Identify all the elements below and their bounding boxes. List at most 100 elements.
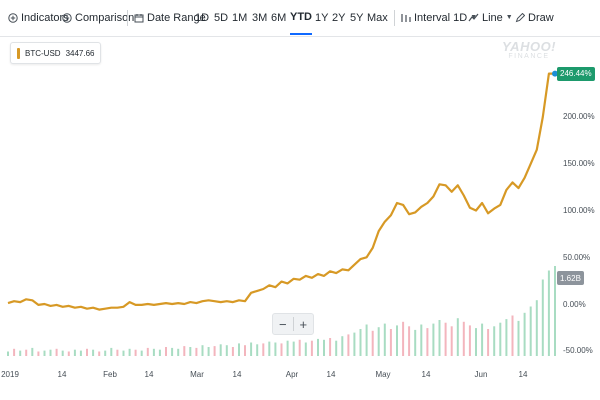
volume-bar (13, 348, 16, 356)
y-tick-label: -50.00% (563, 346, 593, 355)
range-5y[interactable]: 5Y (350, 11, 364, 24)
price-point (366, 256, 368, 258)
volume-bar (110, 347, 113, 356)
volume-bar (61, 350, 64, 356)
chart-type-button[interactable]: Line ▼ (468, 0, 513, 35)
volume-bar (377, 327, 380, 356)
indicators-label: Indicators (21, 11, 69, 24)
volume-bar (238, 343, 240, 356)
pencil-icon (515, 12, 525, 23)
volume-bar (426, 328, 429, 356)
x-tick-label: 2019 (1, 370, 19, 379)
price-point (56, 304, 58, 306)
price-point (116, 307, 118, 309)
price-point (7, 302, 9, 304)
x-tick-label: 14 (421, 370, 431, 379)
x-tick-label: Feb (103, 370, 117, 379)
x-tick-label: May (375, 370, 391, 379)
range-2y[interactable]: 2Y (332, 11, 346, 24)
volume-bar (535, 300, 538, 356)
price-chart[interactable] (0, 37, 600, 400)
y-tick-label: 200.00% (563, 112, 595, 121)
range-1m[interactable]: 1M (232, 11, 248, 24)
volume-bar (462, 321, 465, 356)
price-point (353, 264, 355, 266)
range-5d[interactable]: 5D (214, 11, 229, 24)
volume-bar (438, 320, 441, 356)
volume-bar (389, 329, 392, 356)
price-point (536, 149, 538, 151)
current-value-badge: 246.44% (557, 66, 595, 81)
zoom-in-button[interactable]: + (299, 316, 308, 332)
price-point (335, 272, 337, 274)
volume-bar (25, 349, 28, 356)
volume-bar (49, 349, 52, 356)
volume-bar (517, 320, 520, 356)
calendar-icon (134, 13, 144, 23)
price-point (104, 308, 106, 310)
y-tick-label: 100.00% (563, 206, 595, 215)
x-tick-label: 14 (326, 370, 336, 379)
comparison-button[interactable]: Comparison (62, 0, 134, 35)
price-point (13, 300, 15, 302)
legend-box[interactable]: BTC-USD 3447.66 (10, 42, 102, 64)
volume-bar (298, 339, 301, 356)
interval-icon (401, 13, 411, 23)
price-point (451, 191, 453, 193)
price-line (7, 72, 555, 311)
price-point (499, 204, 501, 206)
x-tick-label: 14 (144, 370, 154, 379)
volume-bar (19, 350, 22, 356)
volume-bar (511, 315, 514, 356)
comparison-label: Comparison (75, 11, 135, 24)
range-max[interactable]: Max (367, 11, 388, 24)
zoom-controls: − + (272, 313, 314, 335)
price-point (457, 184, 459, 186)
volume-bar (481, 323, 484, 356)
zoom-divider (292, 317, 294, 331)
price-point (274, 286, 276, 288)
price-point (268, 284, 270, 286)
volume-bar (408, 326, 411, 356)
volume-bar (244, 345, 246, 356)
volume-bar (231, 347, 234, 356)
legend-price: 3447.66 (65, 48, 95, 58)
price-point (372, 247, 374, 249)
price-point (262, 288, 264, 290)
interval-button[interactable]: Interval 1D ▼ (401, 0, 477, 35)
x-tick-label: Apr (285, 370, 299, 379)
volume-bar (396, 325, 398, 356)
range-1d[interactable]: 1D (195, 11, 210, 24)
y-tick-label: 0.00% (563, 300, 586, 309)
price-point (220, 301, 222, 303)
range-6m[interactable]: 6M (271, 11, 287, 24)
price-point (80, 306, 82, 308)
volume-bar (7, 351, 9, 356)
volume-bar (268, 341, 271, 356)
range-ytd[interactable]: YTD (290, 0, 312, 35)
x-tick-label: Jun (474, 370, 488, 379)
range-1y[interactable]: 1Y (315, 11, 329, 24)
volume-bar (292, 341, 295, 356)
watermark-line1: YAHOO! (501, 39, 557, 54)
price-point (469, 207, 471, 209)
price-point (439, 183, 441, 185)
volume-bar (177, 348, 180, 356)
price-point (311, 277, 313, 279)
price-point (256, 290, 258, 292)
price-point (524, 177, 526, 179)
draw-button[interactable]: Draw (515, 0, 554, 35)
chart-type-label: Line (482, 11, 503, 24)
date-range-button[interactable]: Date Range (134, 0, 206, 35)
price-point (177, 302, 179, 304)
range-3m[interactable]: 3M (252, 11, 268, 24)
volume-bar (262, 343, 265, 356)
zoom-out-button[interactable]: − (278, 316, 287, 332)
volume-bar (146, 347, 149, 356)
volume-bar (541, 279, 544, 356)
x-tick-label: 14 (232, 370, 242, 379)
indicators-button[interactable]: Indicators (8, 0, 69, 35)
price-point (37, 304, 39, 306)
indicators-icon (8, 12, 18, 23)
price-point (238, 299, 240, 301)
